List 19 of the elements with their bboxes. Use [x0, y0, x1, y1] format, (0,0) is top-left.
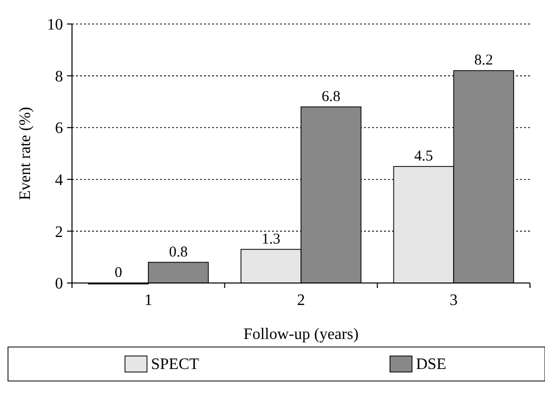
- legend-label: DSE: [416, 356, 446, 373]
- y-tick-label: 4: [55, 172, 63, 189]
- data-label: 0.8: [168, 244, 188, 260]
- y-tick-label: 6: [55, 120, 63, 138]
- data-label: 8.2: [474, 52, 494, 69]
- legend-label: SPECT: [151, 356, 200, 373]
- x-tick-label: 2: [297, 292, 305, 309]
- y-tick-label: 0: [55, 276, 63, 293]
- x-axis-title: Follow-up (years): [243, 326, 359, 343]
- data-label: 0: [114, 265, 122, 281]
- data-label: 6.8: [322, 88, 340, 105]
- x-tick-label: 1: [144, 292, 152, 309]
- data-label: 1.3: [262, 231, 280, 248]
- y-tick-label: 8: [55, 68, 63, 86]
- y-tick-label: 2: [55, 224, 63, 241]
- data-label: 4.5: [414, 148, 434, 164]
- y-tick-label: 10: [47, 16, 63, 34]
- y-axis-title: Event rate (%): [17, 106, 34, 200]
- x-tick-label: 3: [450, 292, 458, 309]
